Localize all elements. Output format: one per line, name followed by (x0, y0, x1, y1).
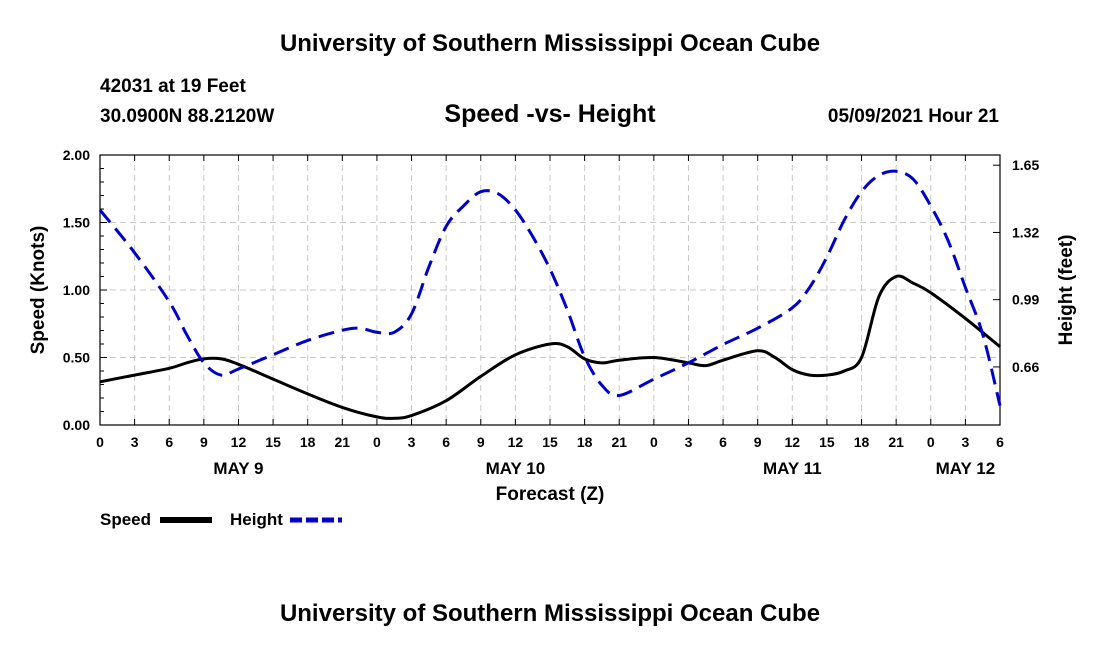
y-left-tick-label: 0.50 (63, 350, 90, 366)
grid (100, 155, 1000, 425)
x-tick-label: 21 (888, 434, 904, 450)
legend: Speed Height (100, 510, 342, 529)
x-tick-label: 21 (335, 434, 351, 450)
x-tick-label: 21 (611, 434, 627, 450)
top-title: University of Southern Mississippi Ocean… (279, 30, 821, 57)
x-tick-label: 6 (719, 434, 727, 450)
x-axis-label: Forecast (Z) (496, 484, 605, 505)
x-tick-label: 18 (577, 434, 593, 450)
y-right-label: Height (feet) (1056, 235, 1077, 346)
y-right-tick-label: 1.65 (1012, 157, 1039, 173)
x-tick-label: 6 (165, 434, 173, 450)
bottom-title: University of Southern Mississippi Ocean… (279, 600, 821, 627)
x-tick-label: 0 (96, 434, 104, 450)
axis-ticks: 0 3 6 9 12 15 18 21 0 3 6 9 12 15 18 21 0 3 6 9 12 15 18 21 0 3 6M… (63, 147, 1040, 478)
x-tick-label: 15 (265, 434, 281, 450)
y-left-label: Speed (Knots) (28, 226, 49, 355)
x-tick-label: 6 (996, 434, 1004, 450)
x-tick-label: 9 (477, 434, 485, 450)
x-tick-label: 0 (650, 434, 658, 450)
x-date-label: MAY 11 (763, 459, 822, 478)
y-left-tick-label: 1.50 (63, 215, 90, 231)
x-tick-label: 9 (754, 434, 762, 450)
x-date-label: MAY 9 (213, 459, 263, 478)
coordinates-label: 30.0900N 88.2120W (100, 106, 275, 127)
series-lines (98, 169, 1002, 420)
x-tick-label: 3 (685, 434, 693, 450)
series-speed-line (99, 274, 1001, 420)
chart-title: Speed -vs- Height (444, 100, 656, 128)
legend-speed-label: Speed (100, 510, 151, 529)
x-tick-label: 0 (373, 434, 381, 450)
y-left-tick-label: 1.00 (63, 282, 90, 298)
datetime-label: 05/09/2021 Hour 21 (827, 106, 999, 127)
x-tick-label: 18 (854, 434, 870, 450)
x-tick-label: 3 (961, 434, 969, 450)
x-tick-label: 12 (508, 434, 524, 450)
station-label: 42031 at 19 Feet (100, 76, 246, 97)
y-left-tick-label: 2.00 (63, 147, 90, 163)
x-tick-label: 0 (927, 434, 935, 450)
y-right-tick-label: 0.99 (1012, 292, 1039, 308)
x-tick-label: 3 (131, 434, 139, 450)
x-tick-label: 9 (200, 434, 208, 450)
y-right-tick-label: 1.32 (1012, 224, 1039, 240)
x-tick-label: 18 (300, 434, 316, 450)
x-tick-label: 6 (442, 434, 450, 450)
x-tick-label: 12 (785, 434, 801, 450)
x-date-label: MAY 12 (936, 459, 996, 478)
y-right-tick-label: 0.66 (1012, 359, 1039, 375)
x-tick-label: 3 (408, 434, 416, 450)
x-tick-label: 12 (231, 434, 247, 450)
x-tick-label: 15 (819, 434, 835, 450)
x-date-label: MAY 10 (486, 459, 546, 478)
legend-height-label: Height (230, 510, 283, 529)
y-left-tick-label: 0.00 (63, 417, 90, 433)
x-tick-label: 15 (542, 434, 558, 450)
